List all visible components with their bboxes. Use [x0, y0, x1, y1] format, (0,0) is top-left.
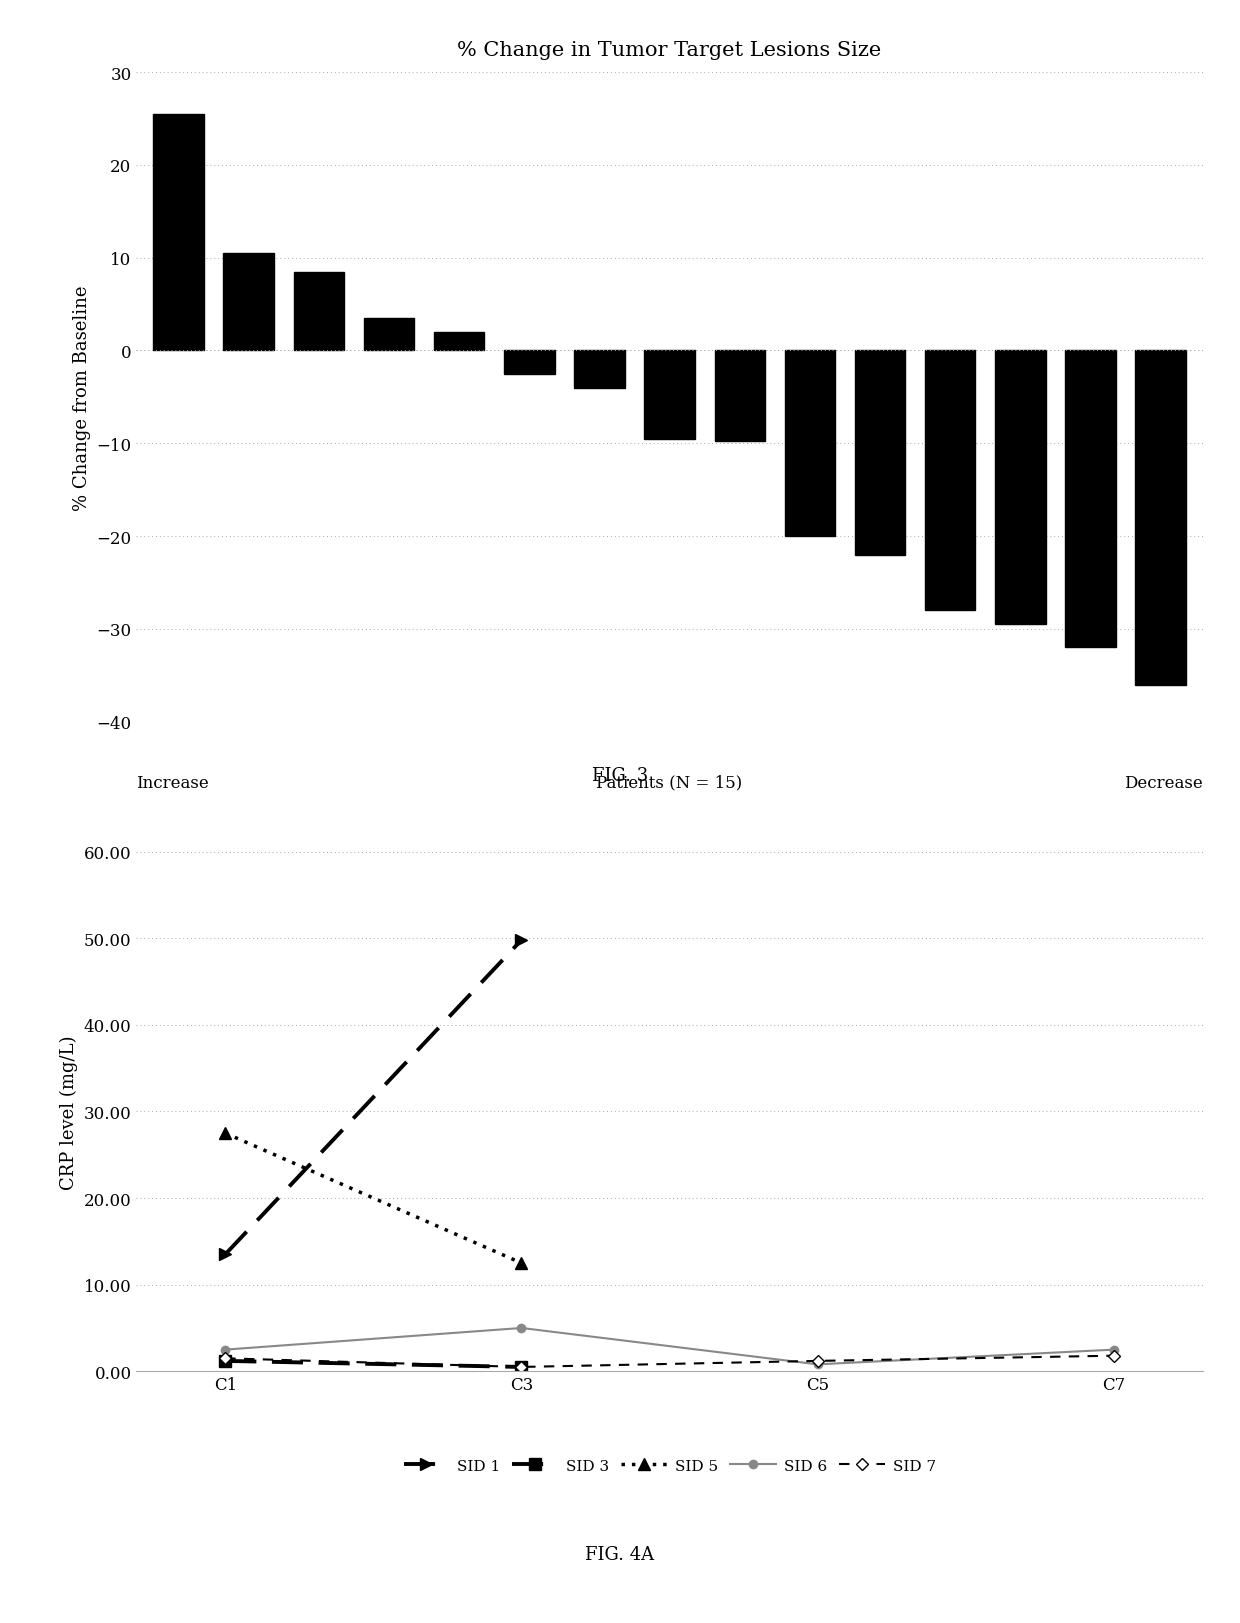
Bar	[223, 253, 274, 351]
Title: % Change in Tumor Target Lesions Size: % Change in Tumor Target Lesions Size	[458, 42, 882, 60]
Bar	[996, 351, 1045, 625]
Bar	[434, 333, 485, 351]
Bar	[854, 351, 905, 555]
Legend: SID 1, SID 3, SID 5, SID 6, SID 7: SID 1, SID 3, SID 5, SID 6, SID 7	[398, 1453, 941, 1479]
Bar	[294, 273, 343, 351]
Bar	[503, 351, 554, 375]
Bar	[154, 115, 203, 351]
Bar	[645, 351, 694, 440]
Text: Decrease: Decrease	[1123, 774, 1203, 790]
Bar	[785, 351, 836, 537]
Bar	[714, 351, 765, 441]
Text: FIG. 3: FIG. 3	[591, 766, 649, 784]
Text: Patients (N = 15): Patients (N = 15)	[596, 774, 743, 790]
Text: FIG. 4A: FIG. 4A	[585, 1545, 655, 1563]
Bar	[574, 351, 625, 388]
Bar	[1136, 351, 1185, 685]
Y-axis label: CRP level (mg/L): CRP level (mg/L)	[60, 1034, 78, 1190]
Bar	[1065, 351, 1116, 648]
Bar	[925, 351, 976, 610]
Bar	[363, 318, 414, 351]
Y-axis label: % Change from Baseline: % Change from Baseline	[73, 286, 91, 510]
Text: Increase: Increase	[136, 774, 210, 790]
